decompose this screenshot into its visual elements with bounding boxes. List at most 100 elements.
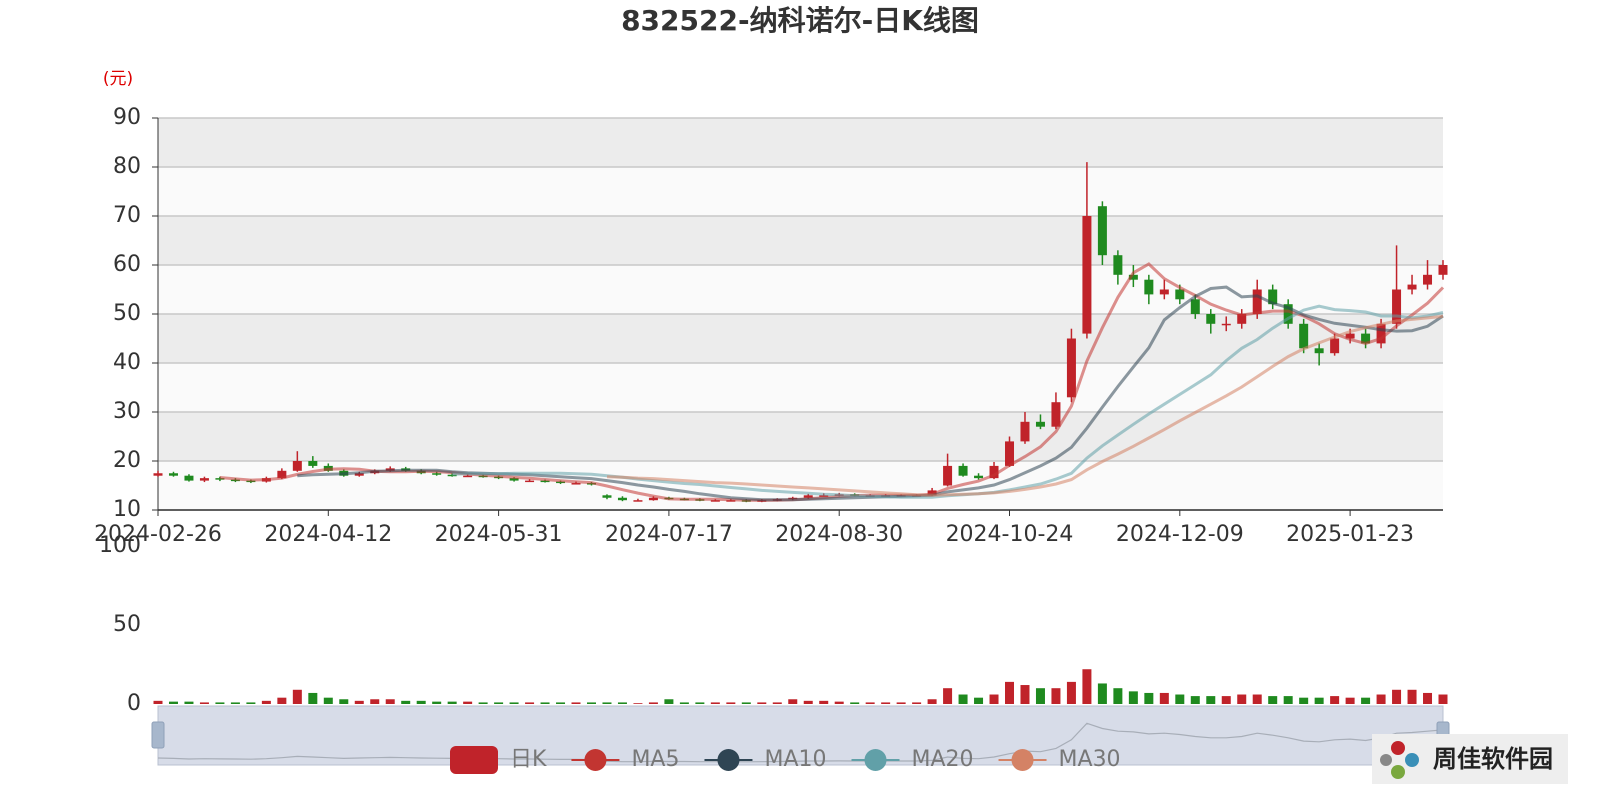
candle-body (1376, 323, 1386, 344)
zoom-shadow (157, 722, 1444, 763)
candle-body (974, 475, 984, 479)
y-tick-label: 60 (113, 252, 141, 277)
y-tick-label: 70 (113, 203, 141, 228)
candle-body (1020, 421, 1030, 442)
volume-bar (943, 688, 953, 704)
candle-body (509, 478, 519, 481)
volume-bar (1407, 689, 1417, 704)
y-tick-label: 20 (113, 448, 141, 473)
candle-body (1314, 348, 1324, 354)
watermark-icon (1380, 754, 1392, 766)
candle-body (1237, 314, 1247, 324)
candle-body (943, 465, 953, 486)
ma-line (606, 314, 1444, 497)
legend-label: MA10 (764, 747, 826, 772)
volume-bar (230, 702, 240, 704)
candle-body (710, 500, 720, 502)
volume-bar (834, 701, 844, 704)
volume-bar (1035, 688, 1045, 704)
volume-bar (308, 692, 318, 704)
candle-body (184, 475, 194, 481)
volume-bar (354, 700, 364, 704)
volume-bar (850, 702, 860, 704)
candle-body (1221, 323, 1231, 326)
candle-body (1005, 441, 1015, 466)
legend-label: MA30 (1059, 747, 1121, 772)
volume-bar (401, 700, 411, 704)
legend-swatch (864, 749, 887, 771)
volume-bar (679, 702, 689, 704)
volume-bar (323, 697, 333, 704)
volume-bar (1206, 696, 1216, 704)
watermark-icon (1405, 753, 1419, 767)
grid-band (158, 363, 1443, 412)
candle-body (1299, 323, 1309, 349)
volume-bar (447, 701, 457, 704)
watermark-icon (1391, 741, 1405, 755)
volume-bar (215, 702, 225, 704)
candle-body (1190, 299, 1200, 314)
volume-bar (416, 700, 426, 704)
volume-bar (1392, 689, 1402, 704)
volume-bar (1423, 692, 1433, 704)
volume-tick-label: 50 (113, 612, 141, 637)
volume-bar (803, 700, 813, 704)
volume-bar (586, 702, 596, 704)
volume-bar (1051, 688, 1061, 704)
legend-label: MA5 (631, 747, 679, 772)
volume-tick-label: 0 (127, 691, 141, 716)
y-tick-label: 30 (113, 399, 141, 424)
candle-body (803, 495, 813, 498)
legend-label: 日K (510, 747, 547, 772)
y-tick-label: 90 (113, 105, 141, 130)
volume-bar (1159, 692, 1169, 704)
volume-bar (1175, 694, 1185, 704)
volume-bar (261, 700, 271, 704)
candle-body (1407, 284, 1417, 290)
grid-band (158, 314, 1443, 363)
volume-bar (168, 701, 178, 704)
volume-bar (1252, 694, 1262, 704)
y-unit: (元) (103, 69, 133, 89)
volume-bar (1082, 669, 1092, 704)
volume-bar (602, 702, 612, 704)
x-tick-label: 2024-04-12 (264, 522, 392, 547)
candle-body (354, 473, 364, 476)
volume-bar (1144, 692, 1154, 704)
zoom-slider (157, 705, 1444, 766)
legend-swatch (450, 746, 498, 774)
volume-bar (339, 699, 349, 704)
volume-bar (1314, 697, 1324, 704)
volume-bar (509, 702, 519, 704)
candle-body (1175, 289, 1185, 300)
volume-bar (865, 702, 875, 704)
volume-bar (478, 702, 488, 704)
volume-bar (648, 702, 658, 704)
volume-bar (494, 702, 504, 704)
candle-body (153, 473, 163, 476)
watermark-text: 周佳软件园 (1433, 745, 1553, 773)
volume-bar (432, 701, 442, 704)
volume-bar (153, 700, 163, 704)
candle-body (1283, 304, 1293, 324)
volume-tick-label: 100 (99, 533, 141, 558)
volume-bar (741, 702, 751, 704)
volume-bar (1221, 696, 1231, 704)
volume-bar (912, 702, 922, 704)
volume-bar (525, 702, 535, 704)
volume-bar (617, 702, 627, 704)
candle-body (1082, 216, 1092, 334)
candle-body (989, 465, 999, 479)
volume-bar (1283, 696, 1293, 704)
volume-bar (896, 702, 906, 704)
volume-bar (1299, 697, 1309, 704)
grid-band (158, 216, 1443, 265)
candle-body (1330, 338, 1340, 354)
grid-band (158, 412, 1443, 461)
candle-body (1128, 274, 1138, 280)
candle-body (633, 500, 643, 502)
candle-body (1392, 289, 1402, 324)
grid-band (158, 461, 1443, 510)
candle-body (525, 480, 535, 483)
